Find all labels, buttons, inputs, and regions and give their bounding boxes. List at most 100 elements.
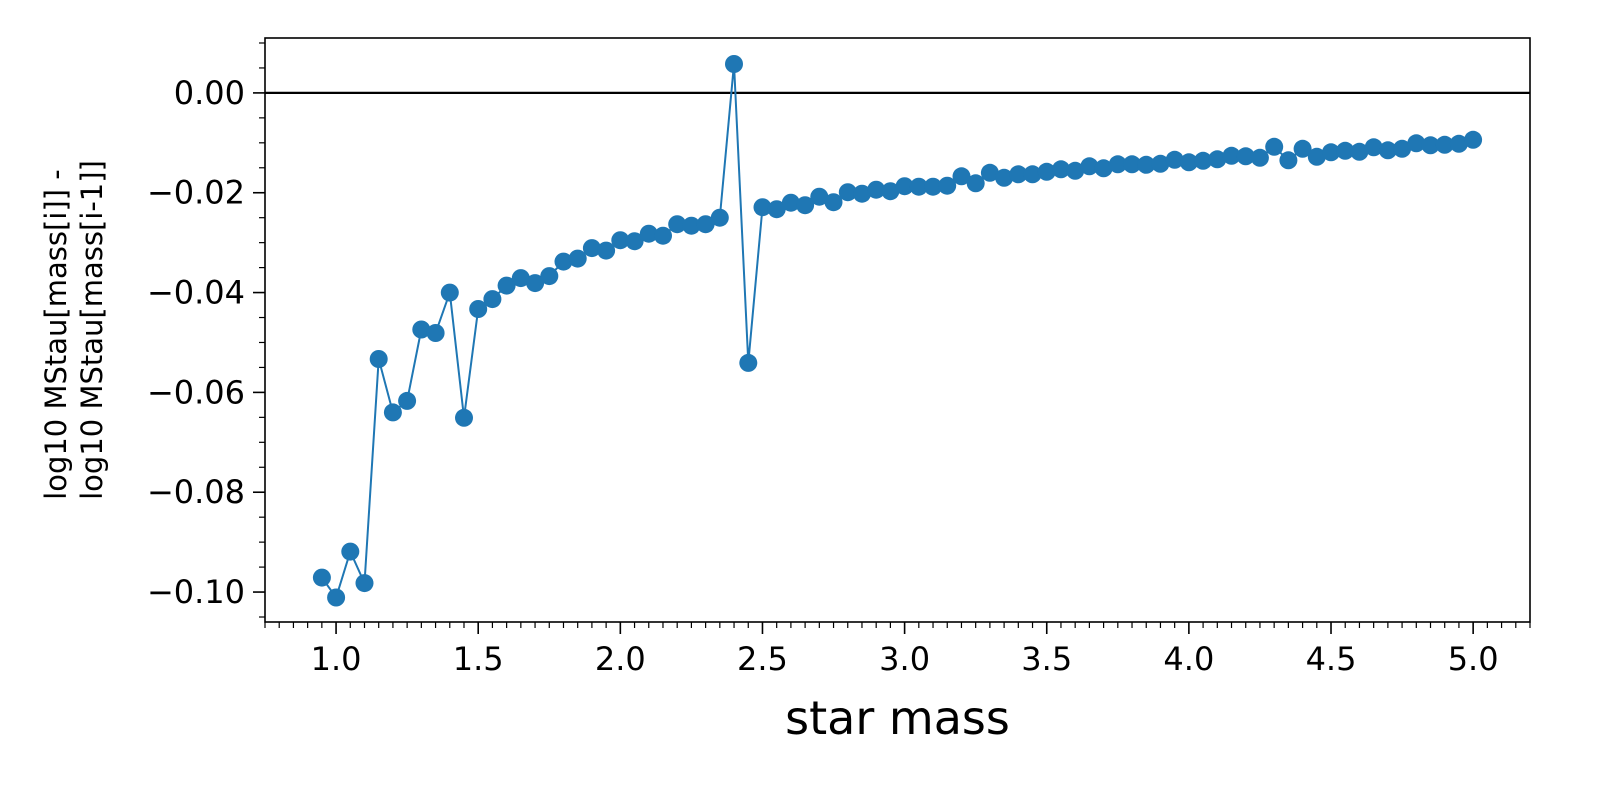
data-point (1407, 134, 1426, 153)
series-markers (312, 55, 1483, 607)
data-point (909, 177, 928, 196)
data-point (597, 241, 616, 260)
data-point (369, 350, 388, 368)
data-point (412, 320, 431, 339)
y-tick-label: −0.04 (147, 274, 245, 312)
data-point (327, 588, 346, 607)
data-point (639, 224, 658, 243)
data-point (696, 215, 715, 234)
data-point (867, 180, 886, 199)
data-point (526, 274, 545, 293)
data-point (568, 249, 587, 268)
data-point (1322, 143, 1340, 162)
data-point (1208, 150, 1227, 169)
data-point (1449, 134, 1468, 153)
y-tick-label: −0.08 (147, 473, 245, 511)
x-tick-label: 3.5 (1021, 640, 1072, 678)
x-axis-ticks: 1.0 1.5 2.0 2.5 3.0 3.5 4.0 4.5 5.0 (264, 622, 1531, 678)
data-point (1364, 138, 1383, 157)
data-point (1350, 142, 1369, 161)
data-point (426, 324, 445, 342)
y-axis-label-line-1: log10 MStau[mass[i]] - (39, 169, 73, 500)
data-point (824, 193, 843, 212)
y-axis-label-line-2: log10 MStau[mass[i-1]] (75, 160, 109, 500)
data-point (383, 403, 402, 422)
data-point (1435, 135, 1454, 154)
data-point (455, 408, 473, 427)
data-point (554, 252, 573, 271)
data-point (497, 276, 516, 295)
data-point (1165, 150, 1184, 169)
data-point (398, 391, 417, 410)
axes-frame (264, 37, 1531, 623)
y-tick-label: −0.02 (147, 174, 245, 212)
data-point (938, 176, 957, 195)
data-point (1151, 154, 1170, 173)
data-point (1108, 155, 1127, 174)
data-point (781, 193, 800, 212)
data-point (710, 208, 729, 227)
data-point (895, 177, 914, 196)
data-point (1037, 162, 1056, 181)
data-point (1023, 165, 1042, 184)
x-tick-label: 4.0 (1163, 640, 1214, 678)
data-point (1052, 160, 1070, 179)
data-point (682, 216, 701, 235)
data-point (1307, 147, 1326, 166)
data-point (1179, 153, 1198, 172)
x-tick-label: 1.0 (311, 640, 362, 678)
x-axis-label: star mass (785, 691, 1010, 745)
data-point (881, 182, 900, 201)
x-tick-label: 3.0 (879, 640, 930, 678)
x-tick-label: 2.5 (737, 640, 788, 678)
data-point (1009, 165, 1028, 184)
data-point (654, 226, 672, 245)
data-point (1236, 147, 1255, 166)
data-point (995, 168, 1014, 187)
data-point (767, 200, 786, 219)
data-point (1222, 146, 1241, 165)
data-point (469, 300, 488, 318)
data-point (1094, 159, 1113, 178)
data-point (1066, 161, 1085, 180)
data-point (1123, 155, 1141, 174)
data-point (625, 232, 644, 251)
y-tick-label: 0.00 (174, 74, 245, 112)
y-axis-label: log10 MStau[mass[i]] - log10 MStau[mass[… (39, 160, 109, 500)
data-point (1265, 137, 1284, 156)
data-point (1464, 130, 1483, 149)
data-point (853, 184, 871, 203)
data-point (511, 269, 530, 288)
x-tick-label: 2.0 (595, 640, 646, 678)
data-point (725, 55, 743, 73)
x-tick-label: 5.0 (1448, 640, 1499, 678)
data-point (1137, 155, 1156, 174)
data-point (952, 167, 971, 186)
data-point (810, 187, 829, 206)
x-tick-label: 1.5 (453, 640, 504, 678)
plot-area (264, 37, 1531, 623)
data-point (796, 196, 815, 215)
data-point (582, 239, 601, 258)
data-point (838, 183, 857, 202)
y-tick-label: −0.10 (147, 573, 245, 611)
data-point (668, 215, 687, 234)
x-tick-label: 4.5 (1306, 640, 1357, 678)
data-point (611, 231, 630, 250)
data-point (1393, 139, 1412, 158)
data-point (753, 198, 772, 217)
data-point (1250, 148, 1269, 167)
data-point (1421, 136, 1440, 155)
data-point (1194, 151, 1213, 170)
data-point (440, 283, 459, 302)
data-point (312, 568, 331, 587)
data-point (924, 177, 942, 196)
data-point (739, 353, 758, 372)
data-point (980, 163, 999, 182)
data-point (540, 267, 559, 286)
data-point (1279, 151, 1298, 170)
data-point (1293, 139, 1312, 158)
data-point (966, 174, 985, 193)
y-tick-label: −0.06 (147, 373, 245, 411)
